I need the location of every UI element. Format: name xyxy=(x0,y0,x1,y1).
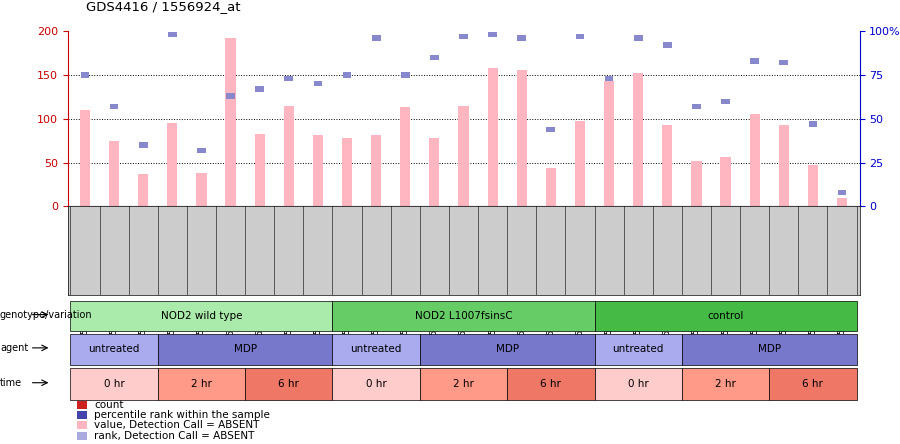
Bar xyxy=(313,81,322,86)
Bar xyxy=(808,121,817,127)
Text: GDS4416 / 1556924_at: GDS4416 / 1556924_at xyxy=(86,0,240,13)
Text: 6 hr: 6 hr xyxy=(278,379,299,389)
Text: 2 hr: 2 hr xyxy=(191,379,211,389)
Text: 6 hr: 6 hr xyxy=(540,379,562,389)
Text: agent: agent xyxy=(0,343,28,353)
Text: 0 hr: 0 hr xyxy=(365,379,386,389)
Bar xyxy=(779,60,788,65)
Text: untreated: untreated xyxy=(88,344,140,354)
Bar xyxy=(372,36,381,41)
Bar xyxy=(342,138,352,206)
Bar xyxy=(430,55,439,60)
Bar xyxy=(139,143,148,148)
Bar xyxy=(750,115,760,206)
Bar xyxy=(255,134,265,206)
Bar xyxy=(371,135,382,206)
Bar xyxy=(605,76,614,81)
Bar xyxy=(837,198,847,206)
Bar xyxy=(545,168,556,206)
Bar xyxy=(808,165,818,206)
Bar xyxy=(256,86,264,91)
Bar xyxy=(226,38,236,206)
Text: 0 hr: 0 hr xyxy=(104,379,124,389)
Bar xyxy=(400,107,410,206)
Bar xyxy=(138,174,148,206)
Bar xyxy=(197,148,206,153)
Bar xyxy=(488,68,498,206)
Text: control: control xyxy=(707,311,743,321)
Text: rank, Detection Call = ABSENT: rank, Detection Call = ABSENT xyxy=(94,431,255,440)
Bar xyxy=(751,58,759,63)
Text: 6 hr: 6 hr xyxy=(803,379,824,389)
Bar xyxy=(284,107,294,206)
Text: MDP: MDP xyxy=(496,344,518,354)
Bar xyxy=(546,127,555,132)
Text: 0 hr: 0 hr xyxy=(628,379,649,389)
Bar xyxy=(691,161,701,206)
Text: NOD2 wild type: NOD2 wild type xyxy=(161,311,242,321)
Text: genotype/variation: genotype/variation xyxy=(0,309,93,320)
Bar xyxy=(81,72,89,78)
Bar xyxy=(488,32,497,37)
Bar xyxy=(634,36,643,41)
Bar xyxy=(518,36,526,41)
Bar xyxy=(838,190,846,195)
Bar xyxy=(604,81,614,206)
Bar xyxy=(167,123,177,206)
Bar xyxy=(517,70,526,206)
Bar xyxy=(721,99,730,104)
Text: NOD2 L1007fsinsC: NOD2 L1007fsinsC xyxy=(415,311,512,321)
Text: MDP: MDP xyxy=(234,344,256,354)
Text: 2 hr: 2 hr xyxy=(453,379,474,389)
Bar xyxy=(459,34,468,39)
Text: untreated: untreated xyxy=(350,344,401,354)
Text: percentile rank within the sample: percentile rank within the sample xyxy=(94,410,270,420)
Bar xyxy=(576,34,584,39)
Bar xyxy=(168,32,176,37)
Bar xyxy=(226,93,235,99)
Bar xyxy=(662,125,672,206)
Text: count: count xyxy=(94,400,124,410)
Text: untreated: untreated xyxy=(613,344,664,354)
Text: time: time xyxy=(0,378,22,388)
Bar xyxy=(429,138,439,206)
Bar xyxy=(778,125,789,206)
Bar xyxy=(692,104,701,109)
Text: value, Detection Call = ABSENT: value, Detection Call = ABSENT xyxy=(94,420,260,430)
Bar xyxy=(663,43,671,48)
Bar xyxy=(196,173,206,206)
Bar xyxy=(400,72,410,78)
Bar xyxy=(110,104,119,109)
Text: 2 hr: 2 hr xyxy=(716,379,736,389)
Bar xyxy=(721,157,731,206)
Bar xyxy=(284,76,293,81)
Bar xyxy=(633,73,643,206)
Bar xyxy=(313,135,323,206)
Bar xyxy=(458,106,469,206)
Text: MDP: MDP xyxy=(758,344,781,354)
Bar xyxy=(575,121,585,206)
Bar xyxy=(80,110,90,206)
Bar xyxy=(109,141,119,206)
Bar xyxy=(343,72,351,78)
